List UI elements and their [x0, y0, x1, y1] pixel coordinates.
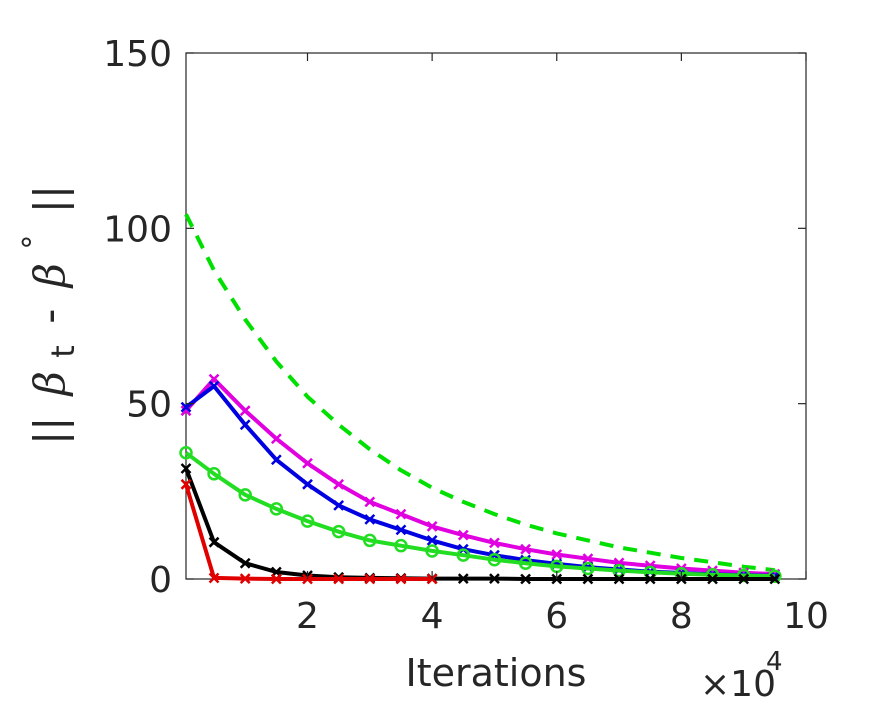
data-point	[456, 548, 471, 562]
data-point	[426, 521, 438, 532]
data-point	[707, 573, 718, 585]
data-point	[239, 557, 251, 569]
data-point	[179, 446, 193, 460]
data-point	[520, 543, 531, 555]
data-point	[180, 405, 192, 417]
x-multiplier: ×10 4	[700, 647, 783, 703]
y-label-bars-right: ||	[25, 185, 74, 213]
data-point	[738, 573, 750, 585]
data-point	[269, 502, 284, 516]
data-point	[487, 552, 502, 567]
data-point	[612, 563, 626, 578]
data-point	[644, 573, 656, 585]
data-point	[331, 524, 346, 539]
x-multiplier-base: ×10	[700, 664, 776, 703]
data-point	[425, 544, 439, 558]
data-point	[520, 573, 531, 585]
data-point	[769, 573, 781, 585]
x-axis-label: Iterations	[406, 651, 587, 695]
y-label-superscript-circ: °	[17, 235, 52, 250]
series-line	[184, 467, 775, 581]
y-label-bars-left: ||	[25, 417, 74, 445]
data-point	[489, 537, 500, 549]
data-point	[207, 467, 221, 481]
data-point	[489, 573, 500, 585]
y-label-subscript-t: t	[44, 345, 82, 358]
y-tick-label: 0	[149, 560, 172, 601]
data-point	[208, 380, 220, 392]
data-point	[582, 573, 594, 585]
data-point	[333, 573, 345, 585]
data-point	[364, 514, 376, 525]
x-tick-label: 4	[421, 596, 444, 637]
data-point	[238, 488, 252, 502]
y-tick-label: 150	[103, 34, 172, 75]
data-point	[768, 569, 782, 583]
series-3	[179, 446, 782, 583]
y-tick-label: 50	[126, 385, 172, 426]
data-point	[270, 454, 282, 466]
series-0	[184, 213, 776, 573]
data-point	[270, 573, 282, 585]
y-label-minus: -	[25, 309, 74, 324]
data-point	[581, 561, 595, 576]
data-point	[239, 405, 251, 417]
data-point	[364, 573, 376, 585]
y-axis-label: || β t - β ° ||	[5, 185, 84, 445]
x-tick-label: 2	[296, 596, 319, 637]
svg-text:|| β t -: || β t - β ° ||	[5, 185, 84, 445]
data-point	[180, 478, 192, 490]
data-point	[518, 556, 533, 570]
data-point	[302, 478, 313, 490]
series-line	[184, 377, 775, 577]
x-tick-label: 8	[670, 596, 693, 637]
series-layer	[179, 213, 782, 585]
data-point	[394, 538, 408, 553]
y-tick-label: 100	[103, 209, 172, 250]
x-tick-label: 10	[783, 596, 829, 637]
data-point	[302, 457, 313, 469]
series-line	[184, 213, 776, 573]
data-point	[457, 529, 469, 541]
data-point	[239, 573, 251, 585]
x-multiplier-exponent: 4	[766, 647, 783, 677]
data-point	[395, 508, 407, 520]
data-point	[270, 433, 282, 445]
data-point	[333, 478, 345, 490]
data-point	[613, 573, 625, 585]
data-point	[208, 536, 220, 548]
data-point	[208, 572, 220, 584]
data-point	[582, 553, 594, 565]
data-point	[426, 535, 438, 546]
data-point	[457, 573, 469, 585]
data-point	[395, 524, 407, 536]
data-point	[180, 463, 192, 474]
data-point	[395, 573, 407, 585]
data-point	[300, 514, 315, 528]
data-point	[363, 533, 377, 548]
x-tick-label: 6	[545, 596, 568, 637]
data-point	[551, 549, 563, 560]
y-label-beta: β	[25, 371, 74, 397]
y-label-beta-star: β	[25, 263, 74, 289]
data-point	[239, 419, 251, 431]
plot-area	[185, 52, 807, 580]
data-point	[333, 499, 345, 511]
data-point	[364, 496, 376, 508]
